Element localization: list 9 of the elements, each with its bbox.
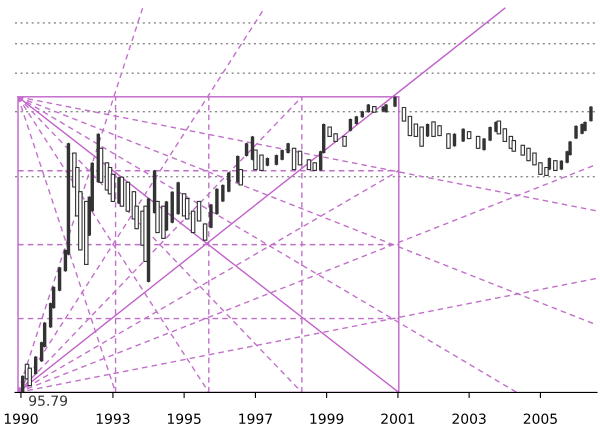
x-tick-label: 1995 [168, 413, 201, 424]
x-tick-label: 1990 [4, 413, 38, 424]
x-tick-label: 1993 [96, 413, 130, 424]
x-tick-label: 2001 [381, 413, 414, 424]
x-tick-label: 1999 [310, 413, 344, 424]
x-tick-label: 1997 [239, 413, 272, 424]
x-tick-label: 2003 [452, 413, 486, 424]
annotation: 95.79 [29, 395, 68, 406]
x-tick-label: 2005 [524, 413, 557, 424]
